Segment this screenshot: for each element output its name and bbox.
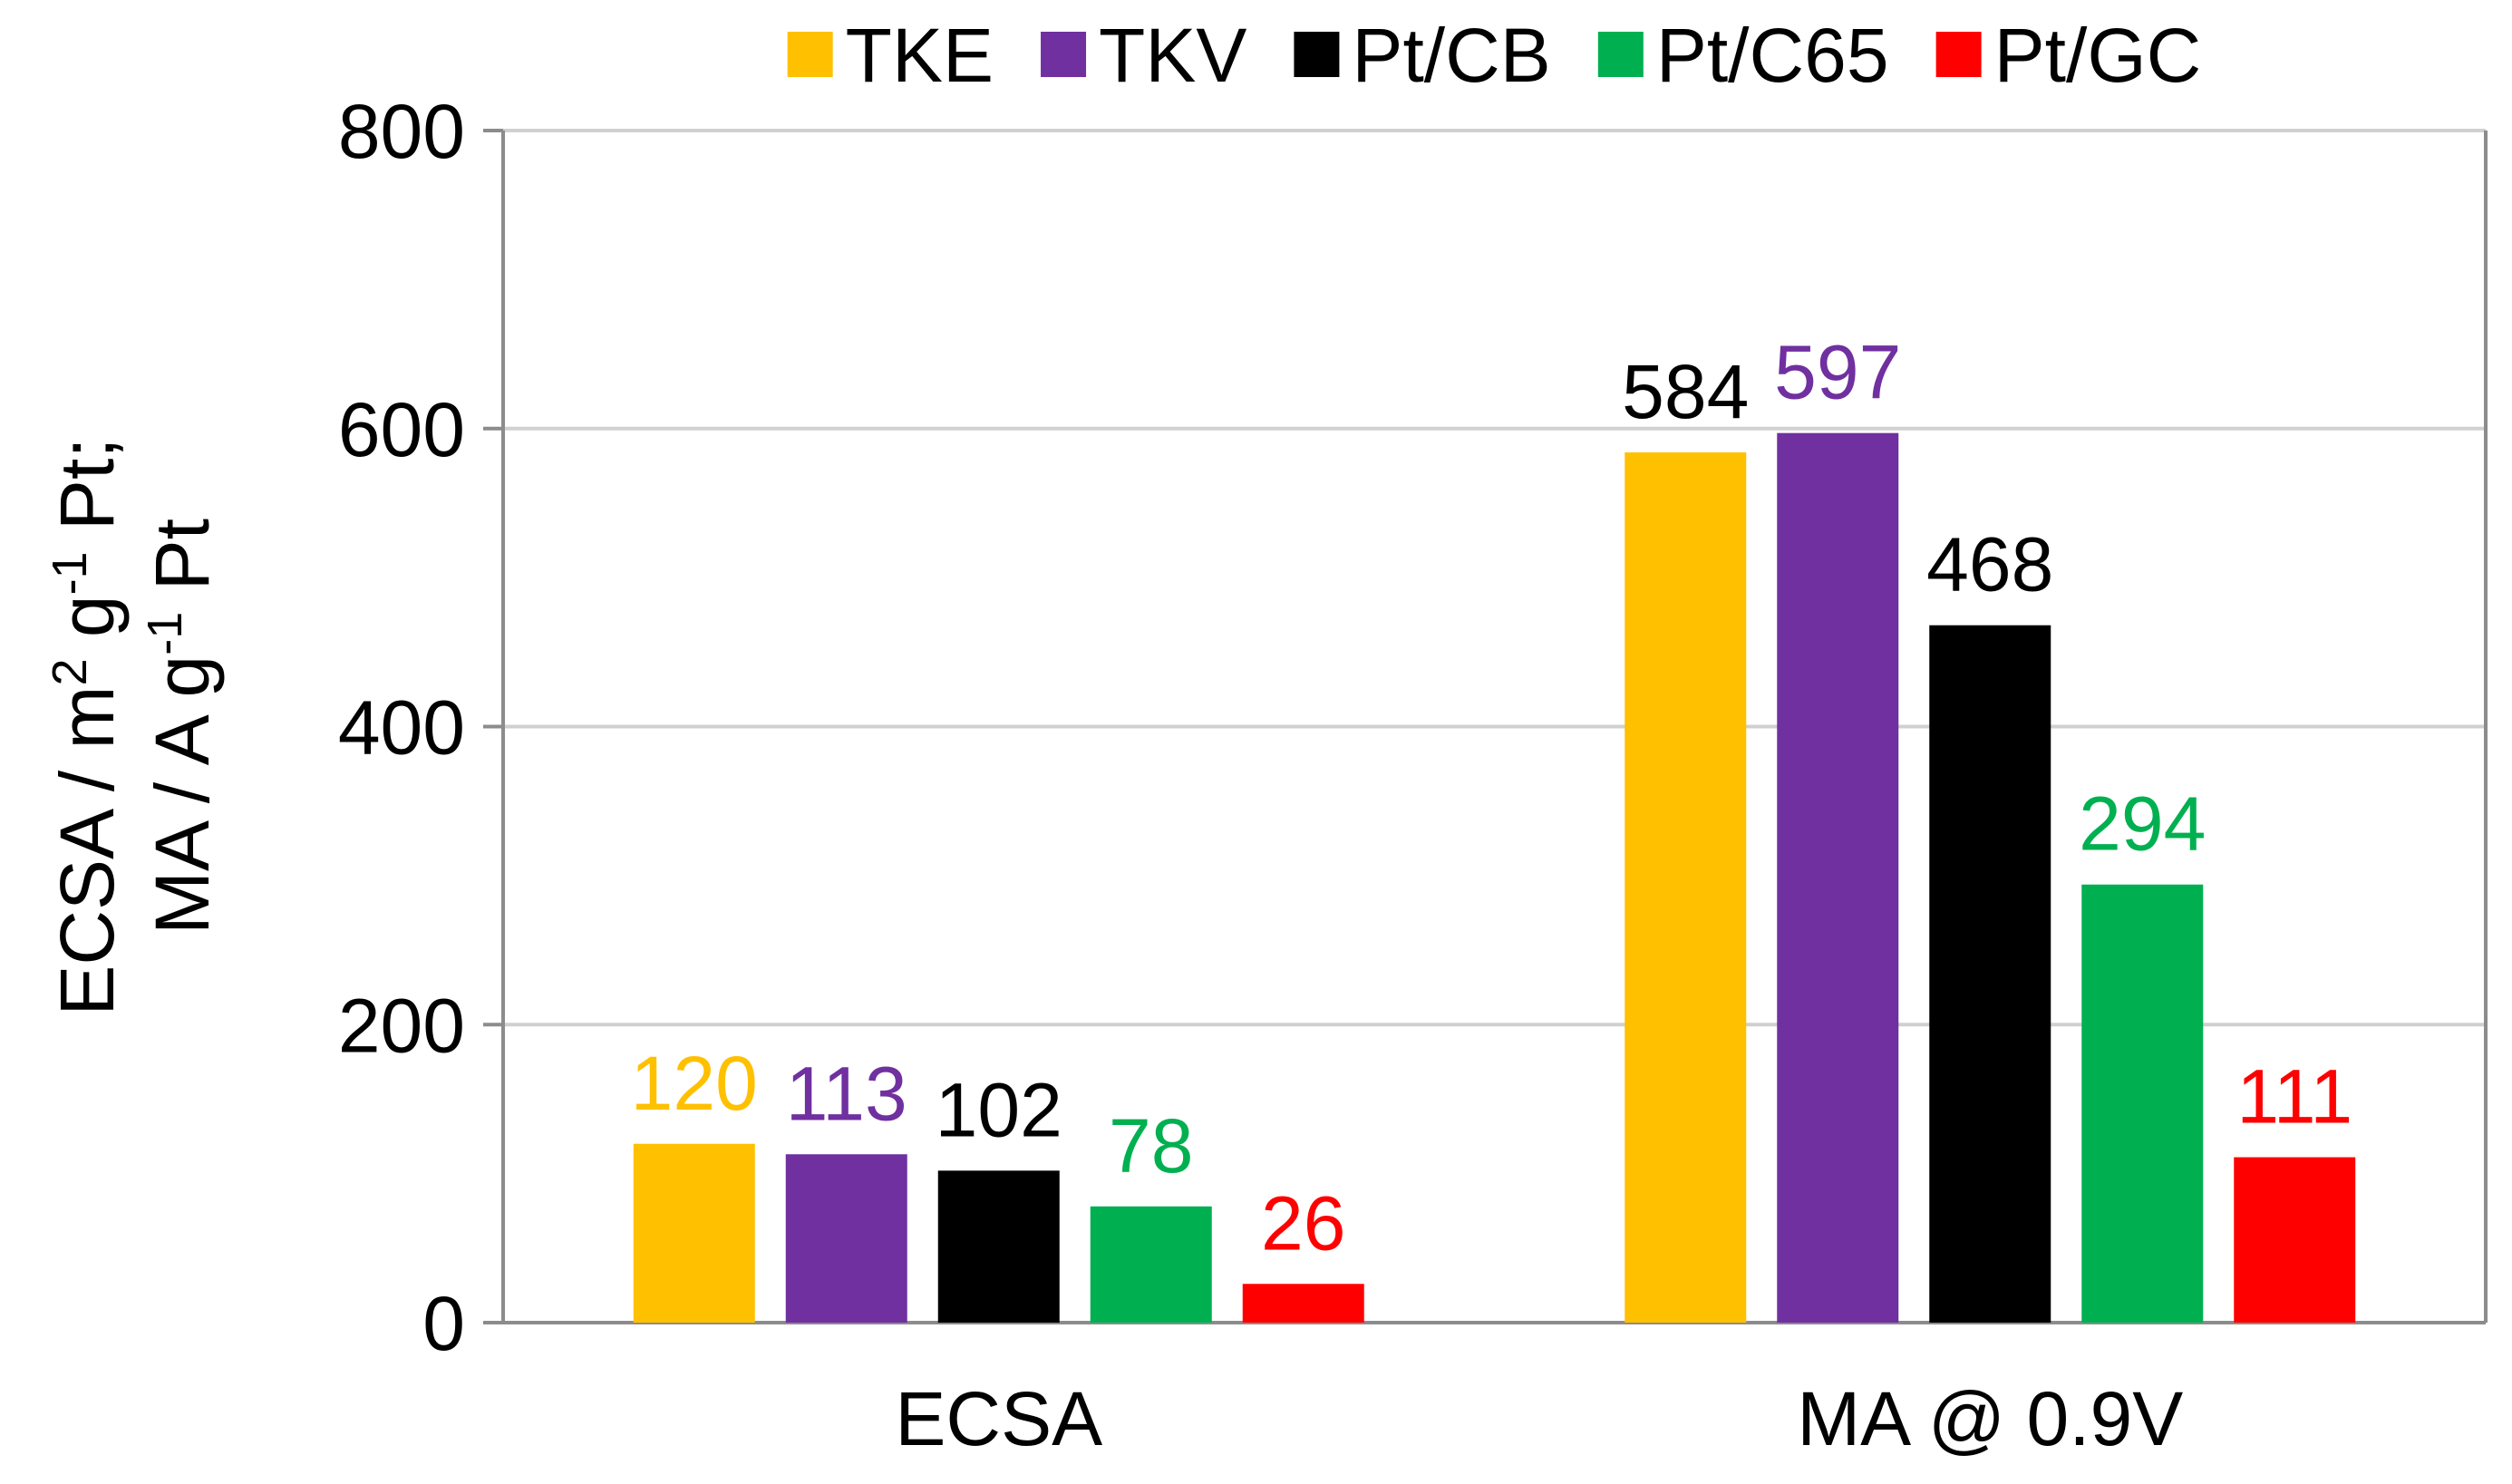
x-tick-label: ECSA [895,1376,1102,1461]
bar-pt-gc-1 [2234,1157,2356,1323]
y-axis-label-line: ECSA / m2 g-1 Pt; [43,437,130,1015]
bar-tke-1 [1625,452,1747,1323]
legend: TKE TKV Pt/CB Pt/C65 Pt/GC [787,13,2202,98]
data-labels: 120 113 102 78 26 584 597 468 294 111 [631,330,2352,1266]
data-label: 111 [2236,1054,2352,1140]
data-label: 78 [1109,1103,1193,1188]
legend-swatch [787,32,833,77]
data-label: 584 [1622,349,1749,434]
x-tick-label: MA @ 0.9V [1797,1376,2183,1461]
legend-swatch [1597,32,1644,77]
y-label-superscript: -1 [138,612,192,655]
data-label: 113 [786,1051,907,1136]
legend-label: TKV [1099,13,1246,98]
bar-pt-c65-1 [2081,884,2204,1323]
bar-tke-0 [633,1143,755,1323]
legend-swatch [1935,32,1982,77]
bar-pt-cb-1 [1929,625,2051,1323]
legend-item: Pt/C65 [1597,13,1889,98]
legend-label: Pt/GC [1994,13,2202,98]
legend-items: TKE TKV Pt/CB Pt/C65 Pt/GC [787,13,2202,98]
y-label-text: Pt; [44,437,130,551]
y-tick-label: 400 [338,685,465,771]
y-tick-label: 0 [422,1281,465,1366]
legend-label: Pt/C65 [1656,13,1889,98]
data-label: 294 [2079,781,2206,867]
y-tick-labels: 0 200 400 600 800 [338,89,465,1366]
x-tick-labels: ECSA MA @ 0.9V [895,1376,2183,1461]
legend-item: Pt/GC [1935,13,2202,98]
bar-pt-gc-0 [1242,1284,1364,1323]
y-tick-label: 600 [338,387,465,472]
y-tick-label: 200 [338,983,465,1068]
legend-item: TKE [787,13,994,98]
bars [633,432,2356,1323]
y-label-text: Pt [140,519,225,612]
y-label-text: MA / A g [140,655,225,935]
legend-item: Pt/CB [1294,13,1551,98]
legend-swatch [1041,32,1087,77]
data-label: 102 [936,1067,1062,1152]
bar-pt-cb-0 [937,1170,1060,1323]
y-label-superscript: 2 [43,658,97,685]
y-axis-label: ECSA / m2 g-1 Pt;MA / A g-1 Pt [43,437,225,1015]
y-tick-label: 800 [338,89,465,174]
data-label: 597 [1774,330,1901,415]
legend-swatch [1294,32,1340,77]
y-label-superscript: -1 [43,551,97,595]
bar-tkv-1 [1777,432,1899,1323]
data-label: 468 [1926,522,2053,607]
legend-label: Pt/CB [1352,13,1550,98]
y-axis-label-line: MA / A g-1 Pt [138,519,225,935]
y-label-text: ECSA / m [44,686,130,1016]
data-label: 26 [1261,1180,1345,1266]
bar-tkv-0 [785,1154,907,1323]
data-label: 120 [631,1041,758,1126]
y-label-text: g [44,595,130,658]
bar-pt-c65-0 [1090,1206,1212,1323]
legend-item: TKV [1041,13,1246,98]
legend-label: TKE [846,13,994,98]
